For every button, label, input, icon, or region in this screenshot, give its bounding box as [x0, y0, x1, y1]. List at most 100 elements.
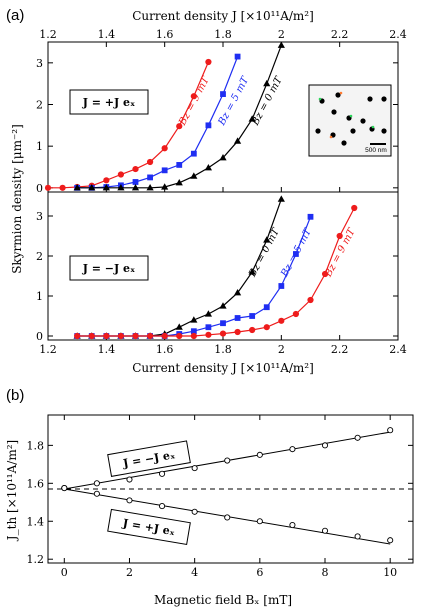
data-point — [176, 332, 183, 340]
data-point — [117, 171, 125, 178]
data-point — [219, 302, 227, 309]
data-point — [59, 184, 66, 191]
y-tick-label: 1.8 — [27, 439, 45, 452]
x-tick-label: 4 — [191, 566, 198, 579]
data-point — [321, 270, 329, 278]
data-point — [44, 184, 52, 191]
y-tick-label: 3 — [36, 57, 43, 70]
bottom-box-label: J = −J eₓ — [82, 262, 136, 275]
data-point — [289, 446, 296, 453]
data-point — [234, 328, 241, 336]
data-point — [307, 296, 314, 304]
data-point — [219, 154, 227, 161]
y-tick-label: 1.6 — [27, 477, 45, 490]
data-point — [161, 183, 169, 190]
lower-box-label-box — [107, 508, 191, 546]
top-box-label: J = +J eₓ — [82, 96, 136, 109]
bottom-x-axis-label: Current density J [×10¹¹A/m²] — [132, 361, 314, 375]
data-point — [103, 177, 110, 184]
y-tick-label: 3 — [36, 210, 43, 223]
data-point — [161, 167, 168, 174]
data-point — [256, 518, 263, 525]
y-tick-label: 0 — [36, 330, 43, 343]
data-point — [88, 332, 95, 340]
data-point — [159, 503, 166, 510]
x-tick-label: 2 — [278, 28, 285, 41]
data-point — [292, 310, 300, 318]
data-point — [131, 184, 140, 191]
data-point — [220, 91, 226, 97]
y-axis-label-a: Skyrmion density [μm⁻²] — [10, 124, 24, 274]
data-point — [336, 232, 343, 240]
y-tick-label: 2 — [36, 250, 43, 263]
data-point — [219, 330, 227, 337]
x-tick-label: 2.2 — [331, 343, 349, 356]
data-point — [132, 332, 139, 340]
skyrmion-tint — [371, 125, 375, 129]
data-point — [256, 451, 263, 458]
x-tick-label: 8 — [322, 566, 329, 579]
plot-b: 0 2 4 6 8 10 1.2 1.4 1.6 1.8 J = −J eₓ J = +J eₓ — [27, 414, 414, 579]
data-point — [88, 184, 96, 191]
data-point — [233, 137, 242, 144]
skyrmion-tint — [339, 91, 343, 95]
data-point — [248, 115, 256, 122]
data-point — [278, 283, 285, 289]
x-tick-label: 1.8 — [214, 343, 232, 356]
x-tick-label: 2 — [126, 566, 133, 579]
x-tick-label: 1.4 — [98, 343, 116, 356]
inset-image: 500 nm — [308, 84, 392, 157]
data-point — [293, 251, 299, 257]
data-point — [190, 172, 198, 179]
y-tick-label: 1 — [36, 290, 43, 303]
lower-box-group: J = +J eₓ — [107, 508, 191, 546]
data-point — [191, 465, 198, 472]
data-point — [146, 184, 154, 191]
data-point — [176, 123, 183, 130]
data-point — [191, 508, 198, 515]
panel-label-a: (a) — [6, 7, 24, 24]
data-point — [289, 522, 296, 529]
data-point — [249, 313, 256, 319]
x-tick-label: 1.8 — [214, 28, 232, 41]
x-tick-label: 1.4 — [98, 28, 116, 41]
data-point — [278, 317, 285, 324]
y-tick-label: 2 — [36, 99, 43, 112]
data-point — [234, 315, 241, 321]
data-point — [102, 184, 110, 191]
y-tick-label: 1.2 — [27, 553, 45, 566]
upper-box-label-box — [107, 440, 191, 477]
y-tick-label: 0 — [36, 182, 43, 195]
data-point — [190, 316, 198, 323]
x-tick-label: 1.2 — [39, 343, 57, 356]
data-point — [248, 268, 256, 275]
data-point — [351, 204, 358, 212]
scale-bar-label: 500 nm — [365, 147, 387, 154]
skyrmion-dot — [381, 96, 387, 102]
data-point — [321, 442, 329, 449]
data-point — [263, 324, 270, 331]
skyrmion-dot — [367, 96, 373, 102]
data-point — [161, 332, 168, 340]
y-axis-label-b: J_th [×10¹¹A/m²] — [5, 440, 19, 542]
data-point — [204, 310, 213, 317]
data-point — [307, 213, 314, 220]
skyrmion-tint — [329, 135, 333, 139]
y-tick-label: 1 — [36, 140, 43, 153]
data-point — [61, 485, 68, 492]
data-point — [190, 332, 197, 340]
data-point — [190, 93, 197, 100]
data-point — [205, 331, 212, 338]
data-point — [176, 162, 183, 168]
top-x-axis-label: Current density J [×10¹¹A/m²] — [132, 9, 314, 23]
data-point — [147, 174, 153, 181]
data-point — [224, 514, 231, 521]
x-tick-label: 1.2 — [39, 28, 57, 41]
x-axis-label-b: Magnetic field Bₓ [mT] — [154, 593, 292, 607]
data-point — [277, 195, 285, 202]
x-tick-label: 1.6 — [156, 28, 174, 41]
data-point — [117, 332, 125, 340]
data-point — [233, 289, 242, 296]
data-point — [175, 179, 183, 186]
x-tick-label: 6 — [256, 566, 263, 579]
